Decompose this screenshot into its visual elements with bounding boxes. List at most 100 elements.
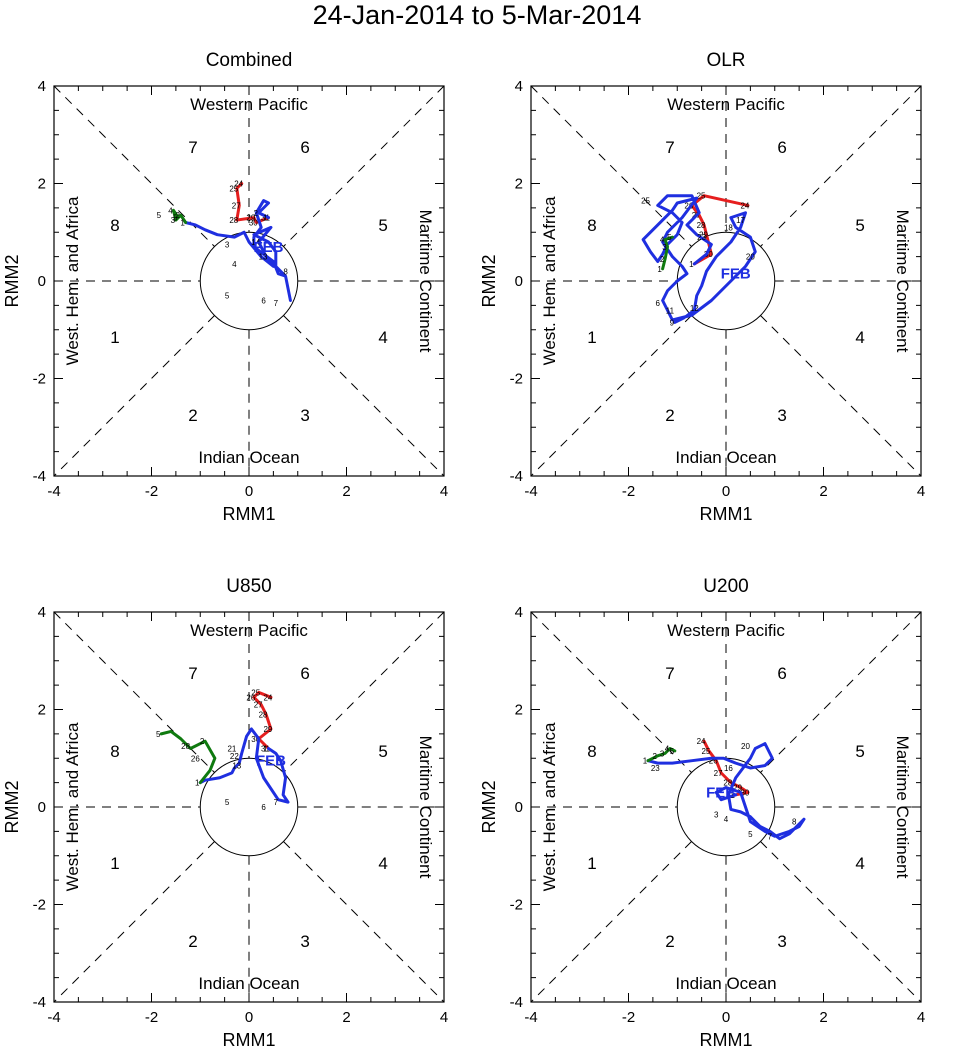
day-label: 28 (229, 216, 238, 225)
region-label-left: West. Hem. and Africa (540, 722, 559, 891)
diagonal-line (530, 315, 692, 477)
phase-label-1: 1 (110, 328, 119, 347)
x-tick-label: 4 (917, 483, 925, 500)
day-label: 28 (181, 742, 190, 751)
trajectory-mar (159, 729, 217, 785)
x-axis-title: RMM1 (223, 1030, 276, 1050)
phase-label-8: 8 (110, 742, 119, 761)
day-label: 7 (768, 832, 773, 841)
day-label: 4 (665, 745, 670, 754)
day-label: 30 (249, 219, 258, 228)
trajectory-feb (184, 199, 292, 302)
y-tick-label: 4 (38, 604, 46, 621)
phase-label-5: 5 (378, 742, 387, 761)
day-label: 27 (254, 701, 263, 710)
day-label: 14 (251, 238, 260, 247)
trajectory-feb (641, 194, 757, 324)
y-tick-label: -2 (33, 371, 46, 388)
region-label-bottom: Indian Ocean (198, 448, 299, 467)
x-tick-label: -4 (524, 1009, 537, 1026)
day-label: 2 (653, 752, 658, 761)
diagonal-line (53, 611, 215, 773)
x-tick-label: -2 (622, 1009, 635, 1026)
day-label: 3 (660, 749, 665, 758)
diagonal-line (530, 611, 692, 773)
region-label-bottom: Indian Ocean (675, 448, 776, 467)
day-label: 2 (660, 255, 665, 264)
trajectory-mar (171, 208, 188, 224)
day-label: 20 (741, 742, 750, 751)
y-tick-label: 2 (515, 702, 523, 719)
y-axis-title: RMM2 (2, 255, 22, 308)
phase-label-1: 1 (110, 854, 119, 873)
day-label: 1 (689, 260, 694, 269)
y-tick-label: 0 (38, 273, 46, 290)
ticks (530, 611, 922, 1003)
diagonal-line (53, 841, 215, 1003)
y-tick-label: -4 (510, 468, 523, 485)
day-label: 29 (733, 784, 742, 793)
phase-label-5: 5 (378, 216, 387, 235)
phase-label-2: 2 (665, 932, 674, 951)
diagonal-line (283, 611, 445, 773)
phase-grid (53, 85, 445, 477)
phase-label-8: 8 (587, 216, 596, 235)
region-label-top: Western Pacific (667, 95, 785, 114)
region-label-bottom: Indian Ocean (198, 974, 299, 993)
phase-grid (53, 611, 445, 1003)
day-label: 25 (641, 197, 650, 206)
y-tick-label: 2 (515, 176, 523, 193)
phase-label-2: 2 (665, 406, 674, 425)
trajectory-jan (702, 739, 750, 797)
day-label: 4 (660, 236, 665, 245)
diagonal-line (530, 85, 692, 247)
region-label-right: Maritime Continent (416, 210, 435, 353)
x-tick-label: 4 (440, 1009, 448, 1026)
x-tick-label: 0 (245, 1009, 253, 1026)
phase-label-7: 7 (665, 138, 674, 157)
phase-label-3: 3 (300, 932, 309, 951)
phase-label-4: 4 (855, 328, 864, 347)
day-label: 1 (731, 791, 736, 800)
day-label: 3 (714, 810, 719, 819)
day-label: 4 (168, 206, 173, 215)
day-label: 12 (690, 304, 699, 313)
ticks (530, 85, 922, 477)
phase-label-4: 4 (378, 854, 387, 873)
region-label-right: Maritime Continent (416, 736, 435, 879)
phase-label-3: 3 (777, 406, 786, 425)
day-label: 30 (251, 735, 260, 744)
phase-label-6: 6 (300, 664, 309, 683)
day-label: 30 (704, 250, 713, 259)
panel-title: U850 (226, 576, 271, 597)
day-label: 1 (263, 214, 268, 223)
day-label: 1 (180, 219, 185, 228)
day-label: 1 (195, 779, 200, 788)
day-label: 25 (229, 184, 238, 193)
y-tick-label: 4 (515, 604, 523, 621)
day-label: 6 (656, 299, 661, 308)
diagonal-line (283, 841, 445, 1003)
day-label: 5 (225, 292, 230, 301)
x-tick-label: 4 (917, 1009, 925, 1026)
day-label: 3 (662, 243, 667, 252)
x-tick-label: 0 (722, 1009, 730, 1026)
phase-label-1: 1 (587, 328, 596, 347)
panel-title: U200 (703, 576, 748, 597)
region-label-left: West. Hem. and Africa (63, 196, 82, 365)
diagonal-line (760, 85, 922, 247)
day-label: 16 (724, 764, 733, 773)
x-tick-label: -2 (145, 1009, 158, 1026)
diagonal-line (530, 841, 692, 1003)
y-tick-label: -2 (510, 371, 523, 388)
phase-label-7: 7 (665, 664, 674, 683)
y-axis-title: RMM2 (479, 781, 499, 834)
day-label: 4 (232, 260, 237, 269)
diagonal-line (283, 85, 445, 247)
y-tick-label: 0 (515, 273, 523, 290)
panel-title: Combined (206, 50, 293, 71)
day-label: 29 (699, 231, 708, 240)
day-label: 6 (261, 803, 266, 812)
diagonal-line (760, 611, 922, 773)
y-tick-label: -4 (33, 468, 46, 485)
